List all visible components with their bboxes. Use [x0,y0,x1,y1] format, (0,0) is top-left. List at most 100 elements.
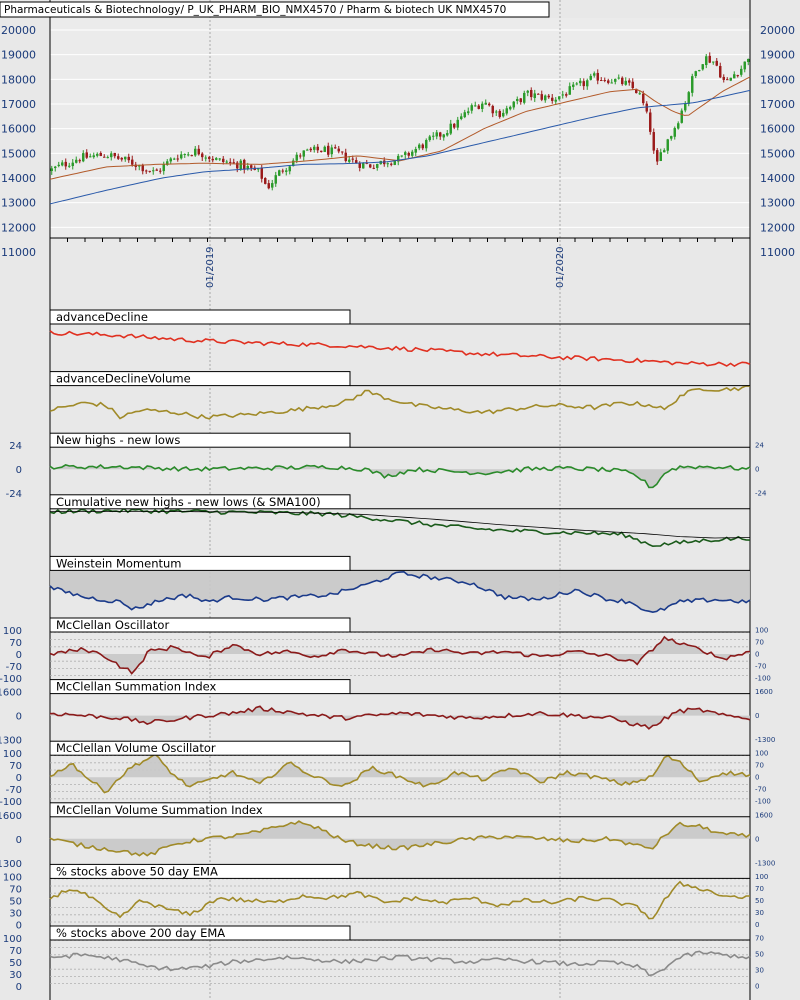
candle-body [687,92,690,104]
panel-ytick-left: 0 [16,650,22,661]
candle-body [488,103,491,106]
price-ytick-right: 12000 [760,221,795,234]
candle-body [467,111,470,114]
candle-body [292,160,295,167]
panel-sma-line [50,511,751,539]
panel-ytick-left: -100 [0,797,22,808]
panel-ytick-right: 70 [755,935,764,943]
candle-body [330,147,333,155]
price-ytick-right: 20000 [760,24,795,37]
price-ytick-right: 14000 [760,172,795,185]
panel-ytick-right: 30 [755,909,764,917]
panel-ytick-right: 1600 [755,688,773,696]
price-ytick-left: 19000 [1,49,36,62]
candle-body [148,170,151,172]
candle-body [141,165,144,172]
panel-area-fill [50,706,750,729]
candle-body [659,152,662,162]
candle-body [260,167,263,179]
candle-body [327,145,330,155]
candle-body [460,116,463,119]
price-ytick-left: 14000 [1,172,36,185]
panel-label-box [49,617,351,633]
candle-body [320,150,323,152]
candle-body [726,79,729,81]
panel-ytick-left: 50 [9,896,22,907]
candle-body [358,162,361,168]
panel-label-box [49,432,351,448]
panel-ytick-right: 30 [755,967,764,975]
panel-ytick-left: -70 [6,662,22,673]
panel-area-fill [50,821,750,856]
candle-body [239,160,242,170]
candle-body [491,105,494,114]
candle-body [155,169,158,171]
panel-series-line [49,880,750,920]
candle-body [211,158,214,161]
candle-body [621,77,624,85]
price-ytick-right: 16000 [760,123,795,136]
candle-body [68,165,71,167]
panel-series-line [49,330,751,368]
candle-body [666,139,669,151]
candle-body [183,153,186,155]
candle-body [393,160,396,165]
candle-body [113,152,116,157]
candle-body [257,168,260,170]
candle-body [64,161,67,167]
indicator-panel: 1600 0 -1300 1600 0 -1300 McClellan Volume Sum… [0,802,775,870]
panel-ytick-right: 0 [755,983,759,991]
price-ytick-left: 13000 [1,197,36,210]
panel-series-line [49,507,751,548]
panel-label: Weinstein Momentum [56,556,182,570]
candle-body [117,156,120,159]
candle-body [670,136,673,139]
panel-area-fill [50,754,750,793]
candle-body [57,164,60,166]
candle-body [736,75,739,77]
candle-body [323,146,326,152]
panel-ytick-left: 0 [16,982,22,993]
panel-label: Cumulative new highs - new lows (& SMA10… [56,495,321,509]
panel-label: advanceDeclineVolume [56,372,191,386]
candle-body [302,150,305,157]
indicator-panel: Weinstein Momentum [49,555,751,614]
panel-label: McClellan Volume Oscillator [56,741,216,755]
candle-body [348,159,351,162]
panel-ytick-right: 50 [755,951,764,959]
candle-body [295,154,298,161]
candle-body [435,132,438,137]
candle-body [610,82,613,84]
candle-body [103,156,106,158]
panel-label-box [49,371,351,387]
candle-body [229,161,232,163]
candle-body [540,94,543,100]
candle-body [271,183,274,188]
panel-ytick-right: -100 [755,675,771,683]
panel-label: % stocks above 200 day EMA [56,926,225,940]
price-ytick-right: 15000 [760,147,795,160]
candle-body [551,97,554,101]
panel-label: % stocks above 50 day EMA [56,864,218,878]
candle-body [428,136,431,141]
candle-body [523,92,526,103]
candle-body [456,119,459,128]
x-date-label: 01/2019 [205,246,216,288]
candle-body [582,81,585,87]
candle-body [397,155,400,162]
panel-label-box [49,925,351,941]
indicator-panel: Cumulative new highs - new lows (& SMA10… [49,494,751,548]
price-ytick-left: 17000 [1,98,36,111]
candle-body [677,123,680,129]
candle-body [341,151,344,153]
candle-body [561,94,564,96]
panel-ytick-right: 0 [755,651,759,659]
candle-body [743,61,746,70]
candle-body [222,158,225,163]
candle-body [453,123,456,128]
panel-ytick-right: -100 [755,798,771,806]
panel-ytick-left: -100 [0,674,22,685]
panel-ytick-right: 70 [755,885,764,893]
candle-body [617,77,620,79]
